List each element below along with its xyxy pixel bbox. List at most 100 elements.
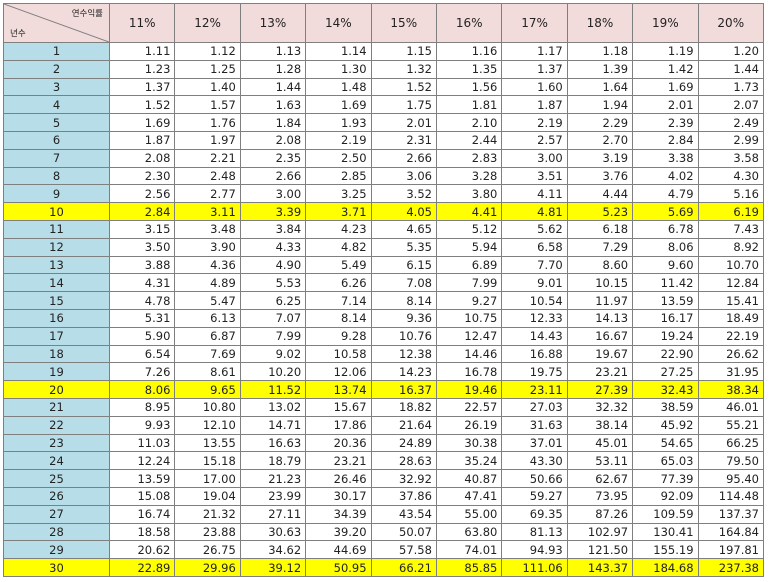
value-cell: 2.10 [435,113,503,132]
value-cell: 1.32 [370,59,437,79]
table-row: 8 2.30 2.48 2.66 2.85 3.06 3.28 3.51 3.76 4.02 4.3… [3,166,765,186]
value-cell: 13.55 [174,433,241,453]
value-cell: 18.82 [370,397,437,417]
value-cell: 22.90 [632,344,699,364]
value-cell: 9.65 [174,380,241,399]
value-cell: 21.32 [174,504,241,524]
value-cell: 9.28 [305,326,372,346]
value-cell: 3.00 [501,148,568,168]
value-cell: 31.95 [697,362,765,382]
value-cell: 12.47 [435,326,503,346]
value-cell: 30.38 [435,433,503,453]
value-cell: 16.63 [239,433,307,453]
value-cell: 7.07 [239,308,307,328]
year-cell: 1 [3,42,110,61]
value-cell: 2.35 [239,148,307,168]
value-cell: 3.50 [108,237,176,257]
value-cell: 3.84 [239,219,307,239]
value-cell: 4.78 [108,291,176,310]
value-cell: 1.15 [370,42,437,61]
value-cell: 109.59 [632,504,699,524]
value-cell: 53.11 [566,451,634,471]
compound-growth-table: 연수익률 년수 11% 12% 13% 14% 15% 16% 17% 18% 19% 20% 1… [3,3,765,577]
value-cell: 10.20 [239,362,307,382]
value-cell: 5.31 [108,308,176,328]
value-cell: 81.13 [501,522,568,542]
value-cell: 30.17 [305,486,372,506]
value-cell: 2.66 [239,166,307,186]
value-cell: 2.83 [435,148,503,168]
value-cell: 2.66 [370,148,437,168]
value-cell: 13.02 [239,397,307,417]
year-cell: 27 [3,504,110,524]
value-cell: 7.99 [435,273,503,293]
table-row: 24 12.24 15.18 18.79 23.21 28.63 35.24 43.30 53.… [3,451,765,471]
value-cell: 39.20 [305,522,372,542]
value-cell: 16.74 [108,504,176,524]
value-cell: 5.49 [305,255,372,275]
value-cell: 15.67 [305,397,372,417]
table-row: 3 1.37 1.40 1.44 1.48 1.52 1.56 1.60 1.64 1.69 1.7… [3,77,765,97]
value-cell: 1.25 [174,59,241,79]
table-row: 13 3.88 4.36 4.90 5.49 6.15 6.89 7.70 8.60 9.60 10… [3,255,765,275]
value-cell: 20.36 [305,433,372,453]
value-cell: 2.08 [108,148,176,168]
value-cell: 19.67 [566,344,634,364]
value-cell: 63.80 [435,522,503,542]
value-cell: 47.41 [435,486,503,506]
year-cell: 13 [3,255,110,275]
value-cell: 121.50 [566,540,634,560]
value-cell: 1.28 [239,59,307,79]
value-cell: 94.93 [501,540,568,560]
value-cell: 2.85 [305,166,372,186]
value-cell: 18.58 [108,522,176,542]
value-cell: 12.38 [370,344,437,364]
value-cell: 30.63 [239,522,307,542]
value-cell: 1.20 [697,42,765,61]
value-cell: 1.73 [697,77,765,97]
table-row: 18 6.54 7.69 9.02 10.58 12.38 14.46 16.88 19.67 2… [3,344,765,364]
value-cell: 21.64 [370,415,437,435]
year-cell: 21 [3,397,110,417]
value-cell: 6.19 [697,202,765,221]
value-cell: 14.71 [239,415,307,435]
value-cell: 45.01 [566,433,634,453]
value-cell: 6.25 [239,291,307,310]
value-cell: 3.51 [501,166,568,186]
table-row: 14 4.31 4.89 5.53 6.26 7.08 7.99 9.01 10.15 11.42… [3,273,765,293]
value-cell: 237.38 [697,558,765,577]
value-cell: 38.59 [632,397,699,417]
value-cell: 143.37 [566,558,634,577]
value-cell: 3.28 [435,166,503,186]
value-cell: 18.49 [697,308,765,328]
table-row: 30 22.89 29.96 39.12 50.95 66.21 85.85 111.06 14… [3,558,765,577]
value-cell: 8.06 [632,237,699,257]
value-cell: 1.44 [697,59,765,79]
year-cell: 6 [3,130,110,150]
value-cell: 10.70 [697,255,765,275]
value-cell: 4.41 [435,202,503,221]
value-cell: 1.39 [566,59,634,79]
value-cell: 102.97 [566,522,634,542]
value-cell: 1.40 [174,77,241,97]
value-cell: 10.15 [566,273,634,293]
value-cell: 16.78 [435,362,503,382]
value-cell: 7.43 [697,219,765,239]
year-cell: 5 [3,113,110,132]
value-cell: 1.11 [108,42,176,61]
value-cell: 32.43 [632,380,699,399]
value-cell: 2.99 [697,130,765,150]
value-cell: 4.65 [370,219,437,239]
value-cell: 55.21 [697,415,765,435]
value-cell: 23.99 [239,486,307,506]
value-cell: 92.09 [632,486,699,506]
value-cell: 4.33 [239,237,307,257]
year-cell: 16 [3,308,110,328]
year-cell: 23 [3,433,110,453]
value-cell: 2.77 [174,184,241,204]
value-cell: 7.08 [370,273,437,293]
value-cell: 1.57 [174,95,241,115]
value-cell: 34.39 [305,504,372,524]
year-cell: 26 [3,486,110,506]
value-cell: 13.59 [108,469,176,488]
